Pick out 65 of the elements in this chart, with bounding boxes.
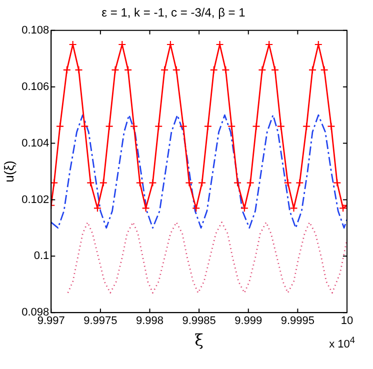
x-tick-label: 10	[340, 315, 354, 328]
point	[290, 204, 298, 212]
point	[265, 40, 274, 49]
point	[258, 66, 266, 74]
point	[160, 66, 169, 74]
point	[130, 122, 138, 130]
y-axis-title: u(ξ)	[1, 160, 16, 182]
line-series	[67, 222, 347, 294]
point	[284, 178, 292, 187]
point	[198, 178, 206, 187]
point	[142, 204, 150, 212]
y-tick-label: 0.104	[22, 137, 50, 150]
point	[276, 122, 285, 130]
point	[216, 40, 224, 49]
point	[333, 178, 342, 187]
point	[166, 40, 175, 49]
point	[74, 66, 83, 74]
point	[296, 178, 304, 187]
point	[320, 66, 328, 74]
point	[136, 178, 144, 187]
point	[124, 66, 132, 74]
point	[192, 204, 200, 212]
point	[154, 122, 163, 130]
point	[56, 122, 64, 130]
point	[148, 178, 157, 187]
text: x 10$^{4}$	[329, 335, 355, 351]
point	[111, 66, 120, 74]
point	[270, 66, 280, 74]
point	[172, 66, 180, 74]
y-tick-label: 0.102	[22, 194, 50, 206]
point	[314, 40, 322, 49]
point	[327, 122, 336, 130]
point	[233, 178, 242, 187]
point	[246, 178, 254, 187]
point	[179, 122, 188, 130]
point	[105, 122, 114, 130]
point	[99, 178, 108, 187]
y-tick-label: 0.106	[22, 80, 50, 93]
point	[62, 66, 71, 74]
point	[222, 66, 230, 74]
point	[93, 204, 102, 212]
x-tick-label: 9.998	[136, 315, 164, 328]
point	[68, 40, 77, 49]
x-tick-label: 9.9975	[84, 315, 118, 328]
point	[80, 122, 89, 130]
point	[240, 204, 248, 212]
point	[252, 122, 260, 130]
point	[302, 122, 311, 130]
y-tick-label: 0.1	[34, 250, 50, 262]
x-tick-label: 9.9995	[280, 315, 315, 328]
y-tick-label: 0.108	[22, 24, 50, 36]
point	[228, 122, 236, 130]
x-tick-label: 9.999	[234, 315, 262, 328]
x-axis-title: ξ	[194, 330, 204, 350]
point	[210, 66, 218, 74]
point	[118, 40, 126, 49]
x-tick-label: 9.9985	[182, 315, 216, 328]
point	[308, 66, 317, 74]
line-series	[51, 114, 347, 229]
point	[185, 178, 194, 187]
point	[204, 122, 212, 130]
point	[86, 178, 95, 187]
chart-title: ε = 1, k = -1, c = -3/4, β = 1	[102, 6, 246, 20]
point	[339, 204, 347, 212]
point	[51, 178, 58, 187]
